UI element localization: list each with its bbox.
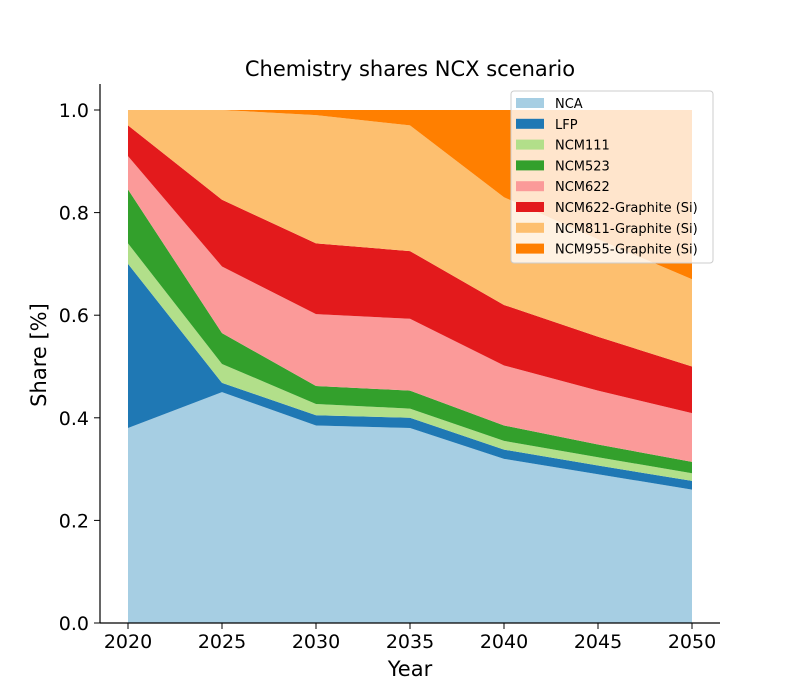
area-ncm622-graphite-si xyxy=(128,125,692,414)
area-nca xyxy=(128,392,692,623)
y-tick-label: 1.0 xyxy=(59,100,89,122)
legend-swatch xyxy=(516,118,544,129)
legend-swatch xyxy=(516,160,544,171)
y-tick-label: 0.0 xyxy=(59,613,89,635)
y-tick-label: 0.8 xyxy=(59,203,89,225)
area-ncm811-graphite-si xyxy=(128,110,692,367)
legend-label: NCM622-Graphite (Si) xyxy=(555,201,698,216)
x-tick-label: 2045 xyxy=(574,631,622,653)
legend-label: NCM811-Graphite (Si) xyxy=(555,222,698,237)
x-tick-label: 2040 xyxy=(480,631,528,653)
legend-label: NCM111 xyxy=(555,139,610,154)
legend-swatch xyxy=(516,98,544,108)
legend-swatch xyxy=(516,222,544,233)
legend-label: NCM523 xyxy=(555,159,610,174)
y-ticks: 0.0 0.2 0.4 0.6 0.8 1.0 xyxy=(59,100,100,635)
legend-swatch xyxy=(516,139,544,150)
x-tick-label: 2050 xyxy=(668,631,716,653)
area-ncm622 xyxy=(128,156,692,462)
legend-label: NCM622 xyxy=(555,180,610,195)
legend-swatch xyxy=(516,243,544,254)
legend-label: LFP xyxy=(555,118,578,133)
chart-title: Chemistry shares NCX scenario xyxy=(245,57,575,81)
y-axis-label: Share [%] xyxy=(27,303,51,407)
x-tick-label: 2025 xyxy=(198,631,246,653)
legend-swatch xyxy=(516,202,544,212)
x-tick-label: 2035 xyxy=(386,631,434,653)
legend: NCA LFP NCM111 NCM523 NCM622 NCM622-Graphite … xyxy=(510,90,714,264)
x-tick-label: 2020 xyxy=(104,631,152,653)
y-tick-label: 0.2 xyxy=(59,510,89,532)
x-axis-label: Year xyxy=(387,657,433,681)
legend-frame xyxy=(510,90,714,264)
x-tick-label: 2030 xyxy=(292,631,340,653)
y-tick-label: 0.6 xyxy=(59,305,89,327)
y-tick-label: 0.4 xyxy=(59,408,89,430)
legend-label: NCM955-Graphite (Si) xyxy=(555,243,698,258)
x-ticks: 2020 2025 2030 2035 2040 2045 2050 xyxy=(104,623,716,653)
legend-swatch xyxy=(516,181,544,192)
legend-label: NCA xyxy=(555,97,583,112)
